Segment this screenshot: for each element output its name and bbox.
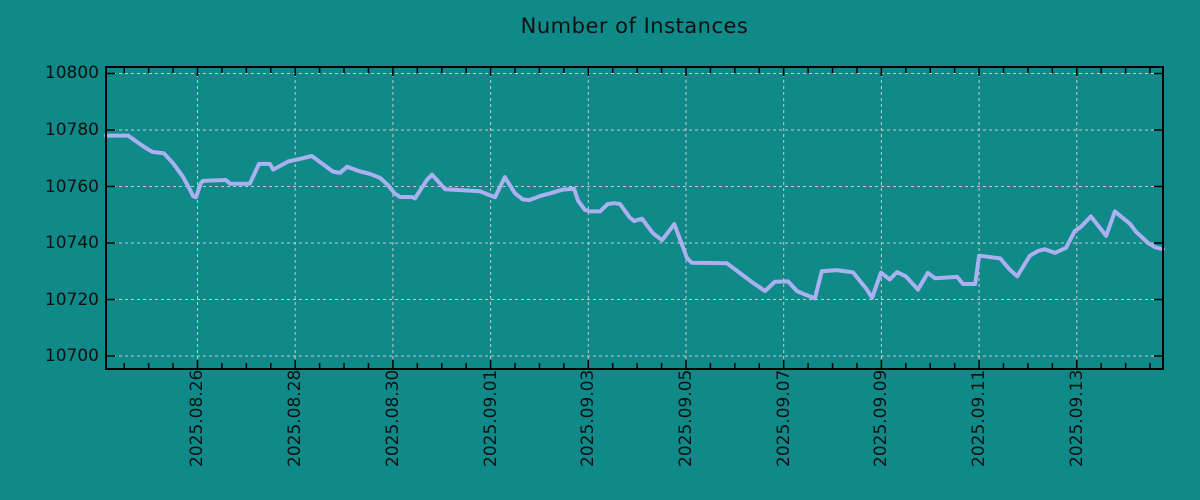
x-tick-label: 2025.09.07	[773, 369, 794, 467]
x-tick-label: 2025.08.28	[285, 369, 306, 467]
chart-title: Number of Instances	[520, 14, 749, 38]
x-tick-label: 2025.09.01	[480, 369, 501, 467]
y-tick-label: 10760	[44, 176, 99, 197]
x-tick-label: 2025.09.09	[871, 369, 892, 467]
plot-border	[105, 66, 1164, 370]
x-tick-label: 2025.09.11	[969, 369, 990, 467]
y-tick-label: 10720	[44, 289, 99, 310]
y-tick-label: 10740	[44, 233, 99, 253]
x-tick-label: 2025.08.26	[187, 369, 208, 467]
x-tick-label: 2025.09.13	[1066, 369, 1087, 467]
y-tick-label: 10780	[44, 119, 99, 140]
y-tick-label: 10800	[44, 63, 99, 84]
x-tick-label: 2025.08.30	[382, 369, 403, 467]
x-tick-label: 2025.09.05	[675, 369, 696, 467]
x-tick-label: 2025.09.03	[578, 369, 599, 467]
series-line	[104, 133, 1165, 301]
y-tick-label: 10700	[44, 346, 99, 366]
